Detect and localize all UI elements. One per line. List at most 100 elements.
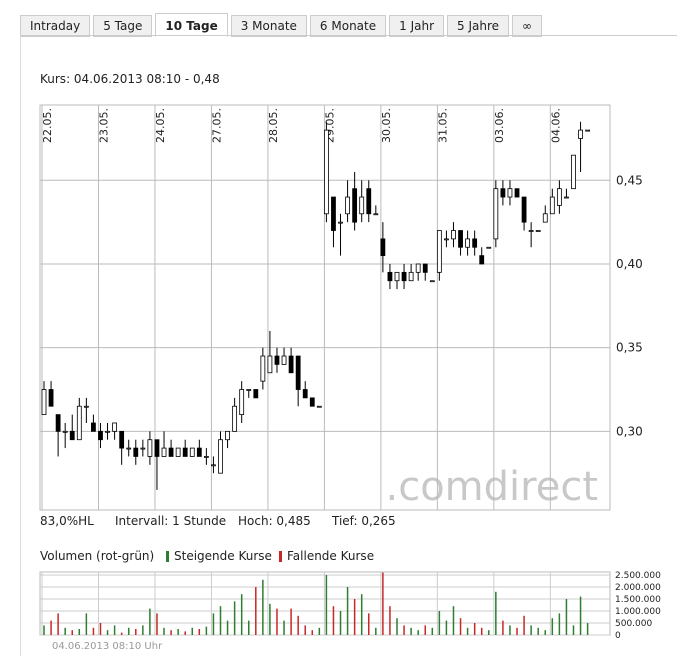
candle-body [98,430,103,441]
candle-body [331,196,336,231]
candle-body [309,397,315,407]
candle-body [62,430,68,433]
candle-body [514,188,520,198]
candle-body [472,238,478,248]
candle-body [232,405,238,432]
candle-body [168,447,174,457]
candle-body [189,447,195,457]
candle-body [133,447,139,457]
candle-body [260,355,266,382]
tab[interactable]: 1 Jahr [389,15,445,37]
tab[interactable]: 3 Monate [230,15,307,37]
candle-body [571,154,576,190]
y-tick-label: 1.500.000 [615,595,661,605]
candle-body [444,238,449,241]
stat: Tief: 0,265 [331,514,396,528]
candle-body [500,188,506,198]
candle-body [182,447,188,457]
candle-body [48,389,54,407]
candle-body [41,389,47,416]
candle-body [55,414,61,432]
candle-body [274,355,280,365]
candle-body [338,221,343,224]
timestamp: 04.06.2013 08:10 Uhr [52,641,163,652]
candle-body [281,355,287,365]
candle-body [535,230,541,232]
candle-body [302,389,308,399]
candle-body [422,263,428,273]
candle-body [69,430,75,441]
tab[interactable]: 6 Monate [309,15,387,37]
tab[interactable]: 10 Tage [155,13,228,37]
candle-body [380,238,386,257]
candle-body [451,230,456,240]
tab[interactable]: 5 Tage [93,15,153,37]
y-tick-label: 0,45 [616,173,643,187]
y-tick-label: 0,35 [616,341,643,355]
candle-body [465,238,471,248]
candle-body [246,389,252,391]
x-tick-label: 28.05. [267,108,280,143]
candle-body [542,213,548,223]
candle-body [479,255,485,265]
candle-body [140,447,146,450]
tab[interactable]: ∞ [512,15,543,37]
candle-body [359,196,365,215]
candle-body [76,405,82,441]
candle-body [316,405,322,408]
candle-body [549,196,555,215]
candle-body [352,188,358,223]
x-tick-label: 03.06. [493,108,506,143]
candle-body [323,129,329,215]
candle-body [83,405,89,408]
candle-body [415,263,421,273]
x-tick-label: 23.05. [97,108,110,143]
candle-body [521,196,527,223]
plot-frame [39,104,611,511]
x-tick-label: 22.05. [41,108,54,143]
candle-body [401,271,407,282]
candle-body [203,456,209,458]
candle-body [408,271,414,282]
candle-body [154,439,160,457]
candle-body [436,230,442,273]
legend-entry: Steigende Kurse [174,549,272,563]
candle-body [585,129,591,132]
candle-body [112,422,117,432]
candle-body [528,230,534,232]
x-tick-label: 04.06. [549,108,562,143]
candle-body [429,280,435,283]
candle-body [394,271,400,282]
candle-body [564,196,569,199]
candle-body [373,213,379,216]
legend-swatch [166,551,169,562]
tab-bar: Intraday 5 Tage 10 Tage 3 Monate 6 Monate 1 J… [20,13,545,37]
candle-body [295,355,301,390]
candle-body [267,355,273,374]
candle-body [486,246,492,249]
x-tick-label: 30.05. [380,108,393,143]
tab[interactable]: Intraday [20,15,91,37]
y-tick-label: 1.000.000 [615,607,661,617]
x-tick-label: 31.05. [436,108,449,143]
candle-body [493,188,499,240]
watermark: .comdirect [386,464,599,510]
legend-entry: Fallende Kurse [287,549,374,563]
tab[interactable]: 5 Jahre [447,15,510,37]
quote-line: Kurs: 04.06.2013 08:10 - 0,48 [40,72,220,86]
candle-body [225,430,230,441]
y-tick-label: 500.000 [615,619,652,629]
y-tick-label: 2.000.000 [615,583,661,593]
volume-title: Volumen (rot-grün) [40,549,154,563]
stat: Intervall: 1 Stunde [115,514,226,528]
x-tick-label: 27.05. [210,108,223,143]
candle-body [91,422,96,432]
candle-body [366,188,372,215]
candle-body [578,129,583,139]
candle-body [105,430,110,433]
x-tick-label: 24.05. [154,108,167,143]
candle-body [126,447,132,450]
stat: 83,0%HL [40,514,94,528]
